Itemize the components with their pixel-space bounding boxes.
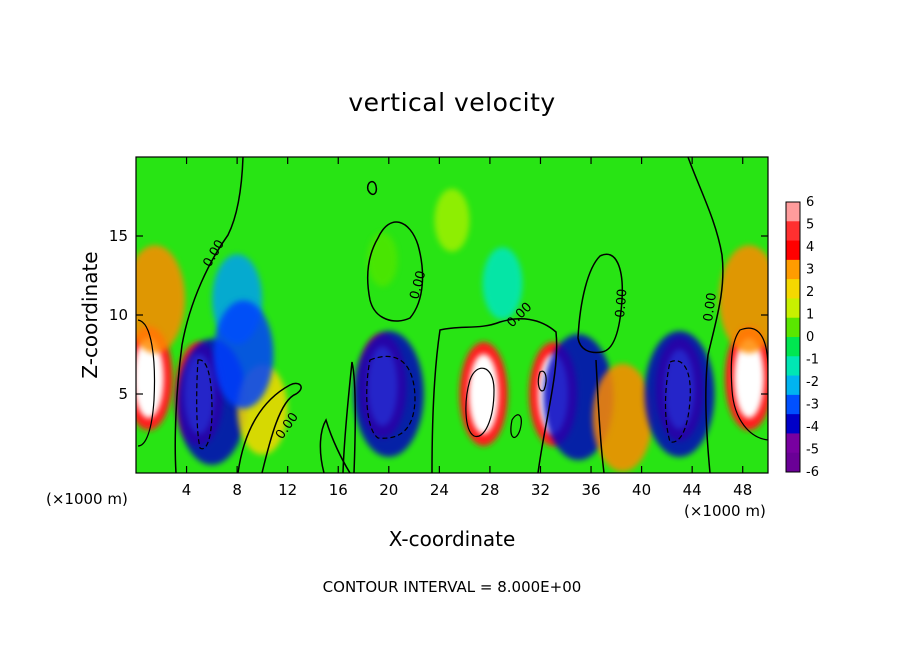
field-blob bbox=[213, 300, 274, 409]
colorbar-swatch bbox=[786, 221, 800, 242]
x-tick-label: 4 bbox=[182, 481, 192, 499]
field-layer bbox=[136, 188, 768, 472]
colorbar-tick-label: -5 bbox=[806, 443, 819, 458]
colorbar-swatch bbox=[786, 279, 800, 299]
colorbar: 6 5 4 3 2 1 0 -1 -2 -3 -4 -5 -6 bbox=[785, 195, 819, 480]
field-blob bbox=[136, 245, 185, 354]
zero-contour bbox=[366, 180, 378, 196]
colorbar-swatch bbox=[786, 202, 800, 222]
colorbar-tick-label: -2 bbox=[806, 375, 819, 390]
colorbar-tick-label: -1 bbox=[806, 353, 819, 368]
positive-contour bbox=[510, 414, 522, 438]
zero-contour bbox=[687, 157, 724, 473]
colorbar-swatch bbox=[786, 375, 800, 396]
positive-contour bbox=[465, 367, 495, 437]
contour-layer bbox=[174, 157, 724, 473]
x-unit-label-left: (×1000 m) bbox=[46, 490, 128, 508]
colorbar-tick-label: 5 bbox=[806, 218, 814, 233]
x-tick-label: 44 bbox=[683, 481, 702, 499]
colorbar-swatch bbox=[786, 414, 800, 434]
positive-contour bbox=[730, 327, 768, 441]
colorbar-swatch bbox=[786, 433, 800, 454]
colorbar-tick-label: -4 bbox=[806, 420, 819, 435]
field-blob bbox=[353, 331, 424, 457]
x-tick-label: 24 bbox=[430, 481, 449, 499]
colorbar-swatch bbox=[786, 259, 800, 280]
field-blob bbox=[644, 331, 715, 457]
field-core bbox=[136, 338, 164, 419]
x-tick-label: 28 bbox=[480, 481, 499, 499]
y-axis-label: Z-coordinate bbox=[78, 251, 102, 379]
zero-contour bbox=[342, 361, 357, 473]
y-tick-label: 15 bbox=[109, 227, 128, 245]
colorbar-tick-label: 6 bbox=[806, 195, 814, 210]
negative-contour bbox=[196, 359, 213, 450]
x-tick-label: 32 bbox=[531, 481, 550, 499]
zero-contour bbox=[319, 418, 351, 473]
contour-interval-note: CONTOUR INTERVAL = 8.000E+00 bbox=[322, 578, 582, 596]
contour-label: 0.00 bbox=[701, 292, 720, 323]
positive-contour bbox=[537, 370, 547, 392]
zero-contour bbox=[366, 221, 424, 322]
colorbar-swatch bbox=[786, 452, 800, 473]
negative-contour bbox=[664, 360, 691, 443]
colorbar-tick-label: 1 bbox=[806, 308, 814, 323]
colorbar-swatch bbox=[786, 298, 800, 319]
colorbar-tick-label: 2 bbox=[806, 285, 814, 300]
zero-contour bbox=[237, 382, 302, 473]
zero-contour bbox=[431, 318, 558, 473]
colorbar-swatch bbox=[786, 317, 800, 338]
colorbar-tick-label: -3 bbox=[806, 398, 819, 413]
contour-label: 0.00 bbox=[613, 288, 630, 318]
x-tick-label: 12 bbox=[278, 481, 297, 499]
colorbar-swatch bbox=[786, 240, 800, 261]
x-tick-label: 16 bbox=[329, 481, 348, 499]
x-tick-label: 20 bbox=[379, 481, 398, 499]
x-tick-label: 8 bbox=[232, 481, 242, 499]
colorbar-frame bbox=[785, 201, 801, 473]
colorbar-tick-label: 3 bbox=[806, 263, 814, 278]
field-core bbox=[734, 338, 765, 419]
field-blob bbox=[719, 245, 768, 354]
colorbar-swatch bbox=[786, 394, 800, 415]
positive-contours bbox=[137, 319, 768, 447]
x-axis-label: X-coordinate bbox=[388, 527, 516, 551]
negative-contour bbox=[366, 355, 416, 439]
colorbar-tick-label: -6 bbox=[806, 465, 819, 480]
field-blob bbox=[592, 363, 653, 472]
x-tick-label: 40 bbox=[632, 481, 651, 499]
x-tick-label: 48 bbox=[733, 481, 752, 499]
y-tick-label: 10 bbox=[109, 306, 128, 324]
zero-contour bbox=[577, 253, 624, 354]
field-blob bbox=[367, 232, 398, 287]
chart-title: vertical velocity bbox=[348, 88, 556, 117]
x-axis: 4 8 12 16 20 24 28 32 36 40 44 48 bbox=[182, 157, 752, 499]
field-blob bbox=[434, 188, 470, 252]
zero-contour bbox=[595, 359, 605, 473]
x-unit-label-right: (×1000 m) bbox=[684, 502, 766, 520]
y-tick-label: 5 bbox=[118, 385, 128, 403]
contour-label: 0.00 bbox=[407, 269, 429, 301]
positive-contour bbox=[137, 319, 156, 447]
colorbar-swatch bbox=[786, 356, 800, 377]
y-axis: 5 10 15 bbox=[109, 227, 768, 403]
colorbar-tick-label: 0 bbox=[806, 330, 814, 345]
field-blob bbox=[482, 247, 523, 320]
negative-contours bbox=[196, 355, 691, 450]
zero-contour bbox=[174, 157, 244, 473]
x-tick-label: 36 bbox=[581, 481, 600, 499]
colorbar-swatch bbox=[786, 337, 800, 357]
colorbar-tick-label: 4 bbox=[806, 240, 814, 255]
